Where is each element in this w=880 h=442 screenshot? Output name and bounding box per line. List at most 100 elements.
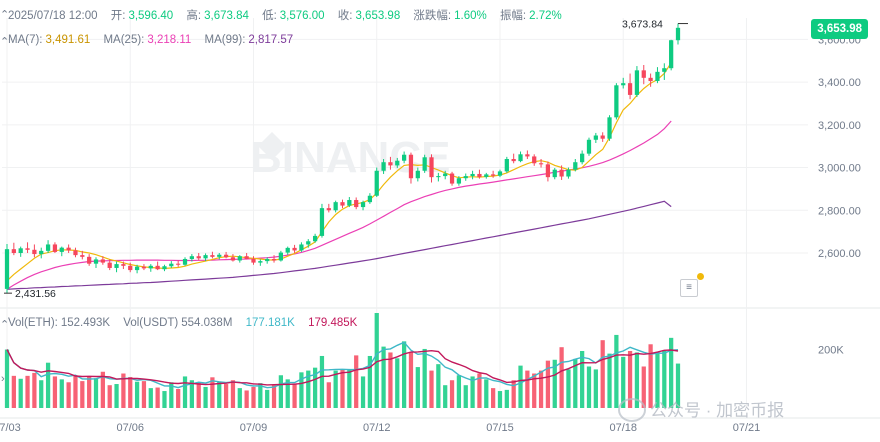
candle-body: [121, 264, 126, 266]
volume-bar: [388, 352, 393, 408]
notification-dot-icon: [697, 273, 704, 280]
candle-body: [32, 249, 37, 255]
volume-bar: [66, 382, 71, 408]
volume-bar: [477, 373, 482, 408]
candle-body: [621, 83, 626, 86]
volume-bar: [580, 351, 585, 408]
volume-bar: [312, 367, 318, 408]
candle-body: [518, 154, 523, 162]
candle-body: [354, 200, 359, 208]
candle-body: [169, 263, 174, 267]
candle-body: [258, 261, 263, 263]
candle-body: [114, 264, 119, 268]
volume-bar: [443, 385, 448, 408]
candle-body: [148, 265, 153, 269]
candle-body: [141, 266, 147, 269]
candle-body: [627, 83, 633, 95]
candle-body: [299, 244, 304, 251]
candle-body: [176, 263, 181, 265]
volume-bar: [18, 378, 23, 408]
ma25-value: 3,218.11: [147, 34, 192, 46]
binance-logo-icon: [258, 132, 286, 160]
candle-body: [223, 254, 229, 258]
candle-body: [45, 244, 51, 251]
candle-body: [340, 202, 345, 206]
ma99-label: MA(99):: [204, 34, 246, 46]
volume-bar: [182, 376, 188, 408]
volume-bar: [93, 378, 99, 408]
volume-bar: [306, 370, 311, 408]
candle-body: [271, 258, 277, 261]
volume-bar: [634, 352, 640, 408]
candle-body: [278, 252, 284, 261]
chevron-up-icon[interactable]: ⌃: [0, 319, 10, 331]
volume-bar: [285, 379, 290, 408]
candle-body: [600, 135, 605, 139]
volume-legend: Vol(ETH): 152.493K Vol(USDT) 554.038M 177.…: [8, 317, 367, 329]
candle-body: [415, 170, 420, 179]
candle-body: [39, 250, 44, 255]
volume-bar: [662, 351, 667, 408]
high-label: 高:: [186, 10, 202, 22]
volume-bar: [641, 366, 646, 408]
volume-bar: [299, 372, 304, 408]
candle-body: [18, 248, 23, 253]
volume-bar: [456, 375, 462, 408]
time-axis-tick: 07/21: [733, 422, 761, 434]
volume-bar: [586, 366, 592, 408]
ma99-line: [6, 200, 672, 290]
volume-bar: [484, 379, 489, 408]
candle-body: [484, 174, 489, 177]
candle-body: [25, 248, 30, 250]
candle-body: [559, 169, 564, 177]
candle-body: [669, 40, 674, 69]
volume-bar: [73, 375, 78, 408]
candle-body: [614, 85, 619, 118]
chevron-right-icon[interactable]: ›: [1, 373, 5, 385]
price-axis-tick: 3,000.00: [818, 163, 861, 175]
ma99-value: 2,817.57: [248, 34, 294, 46]
candle-body: [443, 173, 448, 177]
candle-body: [93, 259, 99, 264]
volume-bar: [449, 380, 455, 408]
chevron-up-icon[interactable]: ⌃: [0, 9, 10, 21]
candle-body: [217, 254, 222, 257]
candle-body: [182, 258, 188, 265]
amplitude-value: 2.72%: [529, 10, 562, 22]
volume-bar: [155, 387, 160, 408]
candle-body: [251, 258, 256, 263]
volume-bar: [552, 359, 557, 408]
volume-bar: [470, 376, 475, 408]
volume-bar: [374, 313, 379, 408]
price-axis-tick: 2,600.00: [818, 248, 861, 260]
volume-bar: [538, 370, 544, 408]
vol-eth-label: Vol(ETH):: [8, 317, 58, 329]
candle-body: [429, 157, 434, 178]
volume-bar: [141, 381, 147, 408]
volume-bar: [463, 385, 468, 408]
high-value: 3,673.84: [204, 10, 249, 22]
volume-bar: [52, 376, 58, 408]
volume-bar: [148, 388, 153, 408]
chevron-up-icon[interactable]: ⌃: [0, 36, 10, 48]
vol-usdt-label: Vol(USDT): [123, 317, 179, 329]
candle-body: [80, 255, 85, 257]
candle-body: [395, 160, 400, 166]
volume-bar: [614, 334, 619, 408]
volume-bar: [559, 347, 564, 408]
notes-icon[interactable]: ≡: [680, 279, 698, 297]
ohlc-header: 2025/07/18 12:00 开: 3,596.40 高: 3,673.84 低…: [8, 7, 572, 23]
candle-body: [134, 266, 140, 271]
volume-bar: [176, 389, 181, 408]
candle-body: [470, 173, 475, 177]
low-label: 低:: [262, 10, 277, 22]
volume-bar: [134, 381, 140, 408]
volume-bar: [203, 386, 208, 408]
candle-body: [73, 250, 78, 256]
volume-bar: [525, 370, 530, 408]
candle-body: [662, 68, 667, 72]
candle-body: [593, 135, 598, 140]
volume-bar: [381, 346, 386, 408]
volume-bar: [408, 352, 414, 408]
